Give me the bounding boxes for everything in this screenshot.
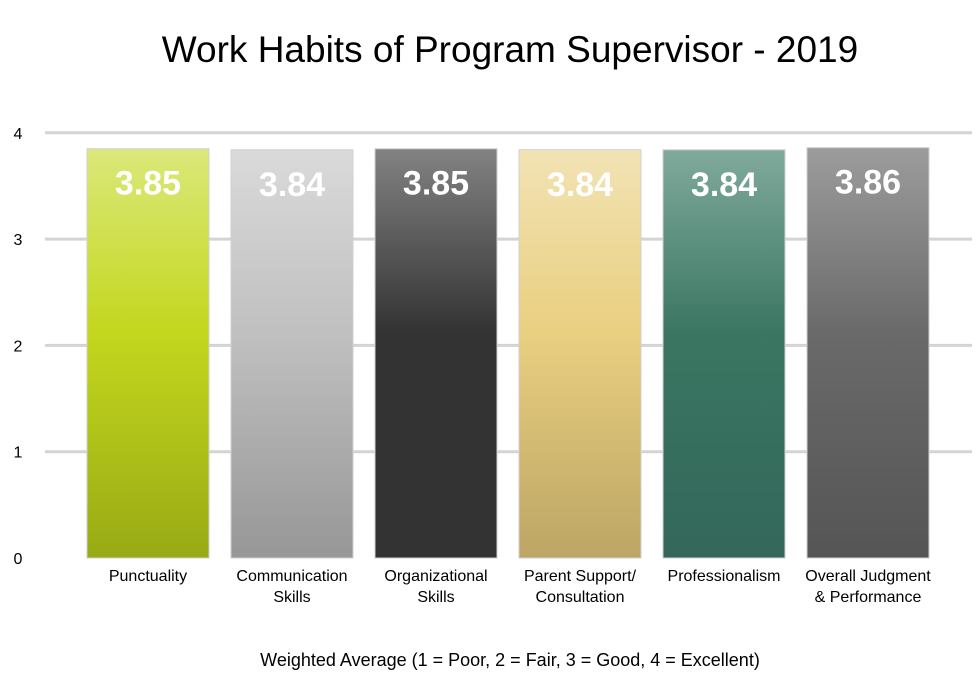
y-tick-label: 2 [14,338,23,355]
bar [518,149,642,559]
data-label: 3.84 [691,166,757,204]
data-label: 3.86 [835,164,901,202]
y-tick-label: 0 [14,551,23,568]
category-label: Parent Support/ [524,568,637,585]
y-tick-label: 1 [14,445,23,462]
category-label: Consultation [536,589,625,606]
bar [230,149,354,559]
chart-title: Work Habits of Program Supervisor - 2019 [162,29,858,70]
data-label: 3.85 [115,165,181,203]
category-label: Skills [273,589,310,606]
bar [806,147,930,559]
data-label: 3.85 [403,165,469,203]
y-tick-label: 4 [14,126,23,143]
category-label: Professionalism [668,568,781,585]
category-label: Skills [417,589,454,606]
category-label: Organizational [384,568,487,585]
data-label: 3.84 [547,166,613,204]
bar [374,148,498,559]
bar [86,148,210,559]
bar [662,149,786,559]
category-label: Communication [236,568,347,585]
x-axis-label: Weighted Average (1 = Poor, 2 = Fair, 3 … [260,650,760,670]
category-label: Punctuality [109,568,187,585]
category-label: Overall Judgment [805,568,931,585]
data-label: 3.84 [259,166,325,204]
y-tick-label: 3 [14,232,23,249]
category-label: & Performance [815,589,922,606]
